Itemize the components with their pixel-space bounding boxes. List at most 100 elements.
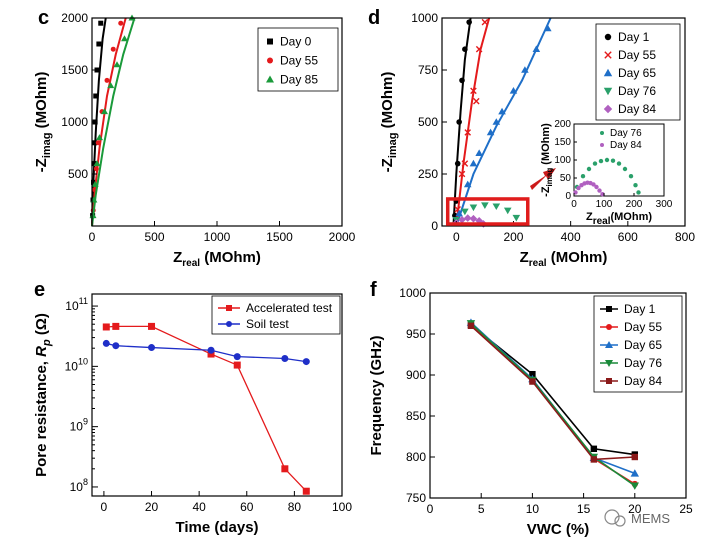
inset-point-0-3: [592, 161, 598, 166]
panel-d-xtick-label-1: 200: [503, 230, 523, 244]
panel-c-point-2-5: [101, 108, 108, 115]
panel-f-ytick-label-1: 800: [406, 450, 426, 464]
panel-c-point-0-2: [91, 179, 96, 185]
panel-c-point-1-3: [95, 140, 101, 146]
panel-d-xtick-label-2: 400: [561, 230, 581, 244]
panel-e-plot-frame: [91, 293, 343, 497]
panel-f-legend-label-4: Day 84: [624, 374, 662, 388]
panel-c-point-2-8: [121, 35, 128, 42]
inset-point-0-2: [586, 166, 592, 172]
panel-d-legend-marker-1: [604, 51, 612, 59]
panel-d-legend-label-1: Day 55: [618, 48, 656, 62]
panel-e-xlabel: Time (days): [175, 519, 258, 536]
panel-c-point-0-9: [98, 20, 104, 26]
inset-legend-marker-0: [600, 131, 604, 135]
panel-f-legend-label-1: Day 55: [624, 320, 662, 334]
panel-e-point-1-0: [102, 339, 110, 347]
panel-e-legend-marker-0: [226, 305, 232, 311]
inset-point-1-7: [594, 184, 599, 190]
panel-e-point-1-5: [281, 354, 289, 362]
panel-f-line-0: [470, 324, 635, 456]
panel-f-line-4: [470, 325, 635, 461]
panel-f-legend-marker-4: [606, 378, 612, 384]
inset-point-0-6: [610, 158, 616, 163]
panel-d-xtick-label-0: 0: [453, 230, 460, 244]
panel-c-ylabel: -Zimag (MOhm): [33, 72, 53, 173]
panel-f-legend-marker-0: [606, 306, 612, 312]
panel-c-xlabel: Zreal (MOhm): [173, 249, 261, 269]
panel-e-ytick-label-2: 1010: [65, 356, 88, 373]
panel-c: c 0 500 1000 1500 2000 500 1000 1500 2000 Zreal (M…: [33, 7, 356, 269]
inset-point-1-8: [597, 188, 602, 193]
panel-f-legend-label-2: Day 65: [624, 338, 662, 352]
inset-point-0-9: [628, 174, 634, 179]
panel-d-point-3-3: [481, 202, 489, 209]
panel-e-point-0-2: [148, 322, 156, 330]
panel-e-point-1-4: [233, 353, 241, 361]
panel-f-line-3: [470, 322, 636, 487]
panel-d-point-0-6: [466, 19, 472, 25]
panel-c-legend-marker-1: [267, 57, 273, 64]
panel-d-arrow: [530, 168, 556, 190]
panel-e-ylabel: Pore resistance, Rp (Ω): [33, 313, 53, 477]
panel-c-ytick-label-0: 500: [68, 167, 88, 181]
panel-d-point-2-4: [498, 107, 506, 115]
panel-c-point-1-7: [118, 20, 124, 26]
panel-d-letter: d: [368, 7, 380, 29]
inset-xtick-label-0: 0: [571, 199, 577, 210]
panel-e-point-0-1: [112, 322, 120, 330]
inset-legend-label-1: Day 84: [610, 140, 642, 151]
panel-f-legend-marker-1: [606, 324, 612, 330]
panel-d-legend-label-0: Day 1: [618, 30, 650, 44]
panel-e-letter: e: [34, 279, 45, 301]
panel-d-point-2-8: [543, 24, 552, 32]
panel-d-point-2-10: [492, 118, 501, 125]
inset-point-1-1: [576, 185, 581, 191]
panel-c-point-1-6: [110, 46, 116, 52]
inset-ytick-label-4: 200: [554, 119, 571, 130]
inset-xlabel: Zreal(MOhm): [586, 211, 652, 227]
panel-d-point-1-7: [473, 97, 480, 105]
panel-c-xtick-label-2: 1000: [204, 230, 231, 244]
panel-d-highlight-box: [445, 197, 530, 226]
panel-d-fit-0: [452, 17, 472, 227]
panel-f-point-0-2: [590, 445, 598, 452]
panel-d-point-1-1: [458, 170, 466, 178]
panel-d-xtick-label-3: 600: [618, 230, 638, 244]
panel-d-legend-label-3: Day 76: [618, 84, 656, 98]
panel-d-point-3-5: [503, 207, 512, 215]
panel-f-xtick-label-5: 25: [679, 502, 693, 516]
panel-d-point-2-6: [521, 66, 529, 73]
panel-f-point-2-3: [630, 469, 639, 477]
panel-c-point-2-3: [93, 160, 101, 167]
inset-ylabel: -Zimag (MOhm): [540, 123, 554, 197]
panel-d-point-2-0: [455, 209, 463, 217]
panel-d-point-0-2: [454, 160, 461, 167]
panel-c-legend-marker-0: [267, 38, 273, 45]
panel-d-ytick-label-1: 250: [418, 167, 438, 181]
inset-legend-marker-1: [600, 143, 604, 147]
panel-d-legend-marker-0: [604, 33, 612, 41]
inset-ytick-label-1: 50: [560, 173, 572, 184]
panel-d-ytick-label-0: 0: [431, 219, 438, 233]
panel-d-point-1-5: [481, 18, 489, 26]
inset-legend-label-0: Day 76: [610, 128, 642, 139]
panel-e-point-0-6: [302, 487, 310, 495]
panel-d-ytick-label-4: 1000: [411, 11, 438, 25]
panel-d-point-3-4: [492, 203, 501, 211]
watermark-icon: [604, 509, 626, 527]
panel-d-fit-2: [455, 17, 552, 227]
panel-c-point-1-5: [104, 77, 110, 83]
inset-xtick-label-3: 300: [656, 199, 673, 210]
panel-d-legend-marker-3: [603, 87, 613, 96]
panel-c-point-2-7: [113, 61, 121, 68]
panel-e-point-0-3: [207, 350, 215, 358]
panel-d-point-4-4: [475, 217, 483, 225]
panel-c-xtick-label-4: 2000: [329, 230, 356, 244]
panel-d-point-2-2: [475, 149, 483, 156]
panel-e-point-0-4: [233, 361, 241, 369]
panel-f-xtick-label-2: 10: [526, 502, 540, 516]
panel-c-legend-label-0: Day 0: [280, 35, 312, 49]
panel-c-point-2-4: [96, 134, 103, 141]
